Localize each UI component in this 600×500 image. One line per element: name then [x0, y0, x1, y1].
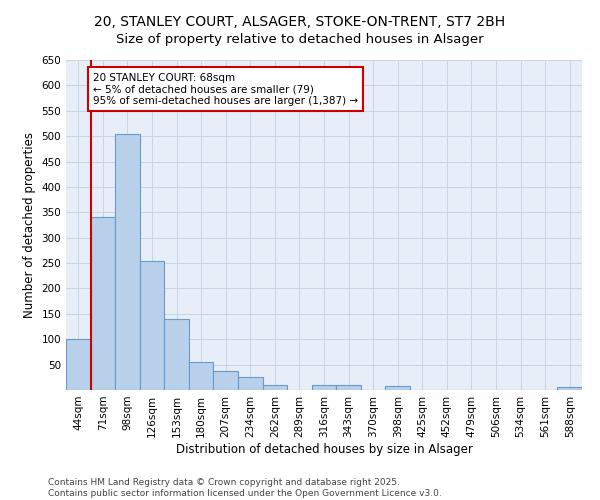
Bar [91, 218, 115, 390]
Bar [312, 385, 336, 390]
Bar [336, 385, 361, 390]
Bar [385, 386, 410, 390]
X-axis label: Distribution of detached houses by size in Alsager: Distribution of detached houses by size … [176, 442, 472, 456]
Bar [238, 378, 263, 390]
Bar [164, 319, 189, 390]
Bar [140, 260, 164, 390]
Bar [66, 339, 91, 390]
Text: 20 STANLEY COURT: 68sqm
← 5% of detached houses are smaller (79)
95% of semi-det: 20 STANLEY COURT: 68sqm ← 5% of detached… [93, 72, 358, 106]
Y-axis label: Number of detached properties: Number of detached properties [23, 132, 36, 318]
Text: Contains HM Land Registry data © Crown copyright and database right 2025.
Contai: Contains HM Land Registry data © Crown c… [48, 478, 442, 498]
Text: 20, STANLEY COURT, ALSAGER, STOKE-ON-TRENT, ST7 2BH: 20, STANLEY COURT, ALSAGER, STOKE-ON-TRE… [94, 15, 506, 29]
Bar [189, 362, 214, 390]
Bar [263, 385, 287, 390]
Bar [115, 134, 140, 390]
Bar [557, 388, 582, 390]
Text: Size of property relative to detached houses in Alsager: Size of property relative to detached ho… [116, 32, 484, 46]
Bar [214, 370, 238, 390]
